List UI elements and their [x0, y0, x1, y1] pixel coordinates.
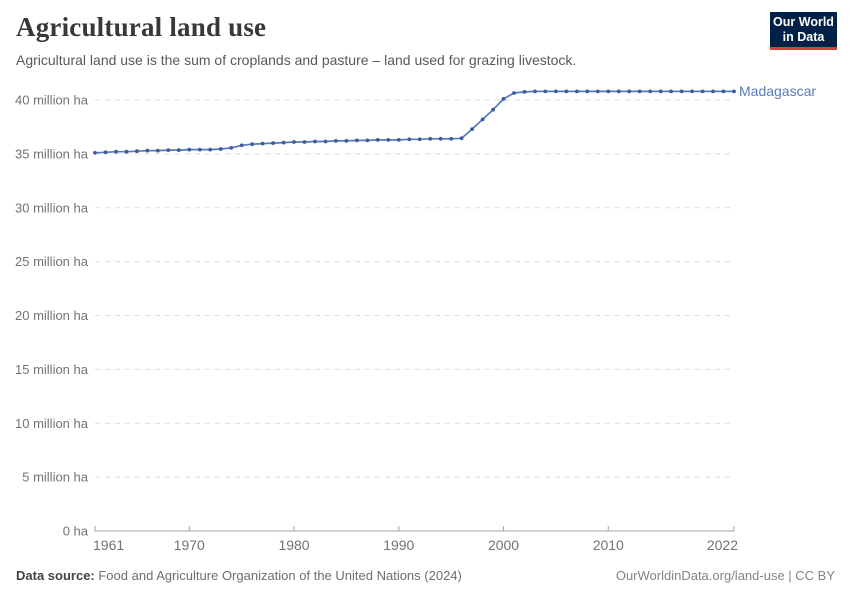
- data-point: [679, 89, 684, 94]
- data-point: [564, 89, 569, 94]
- data-point: [627, 89, 632, 94]
- data-point: [313, 139, 317, 144]
- y-tick-label: 10 million ha: [15, 416, 89, 431]
- data-point: [658, 89, 663, 94]
- data-point: [260, 141, 265, 146]
- y-tick-label: 40 million ha: [15, 93, 89, 108]
- data-point: [166, 148, 171, 153]
- x-tick-label: 1970: [174, 537, 205, 553]
- data-point: [208, 147, 213, 152]
- data-point: [344, 139, 349, 143]
- page-subtitle: Agricultural land use is the sum of crop…: [16, 52, 577, 68]
- data-point: [449, 136, 454, 141]
- data-point: [93, 150, 97, 155]
- data-source-label: Data source:: [16, 568, 95, 583]
- data-point: [554, 89, 558, 94]
- owid-logo-line2: in Data: [782, 29, 825, 44]
- data-point: [637, 89, 642, 94]
- data-point: [355, 138, 359, 143]
- data-point: [103, 150, 108, 155]
- data-point: [732, 89, 736, 94]
- data-point: [176, 148, 181, 153]
- data-point: [302, 140, 307, 144]
- x-tick-label: 2000: [488, 537, 519, 553]
- data-point: [156, 148, 160, 153]
- data-source-note: Data source: Food and Agriculture Organi…: [16, 568, 462, 583]
- x-tick-label: 2022: [707, 537, 738, 553]
- data-point: [365, 138, 370, 143]
- data-point: [512, 91, 516, 95]
- data-point: [428, 136, 433, 141]
- chart-footer: Data source: Food and Agriculture Organi…: [16, 568, 835, 583]
- owid-logo-line1: Our World: [773, 14, 834, 29]
- y-tick-label: 35 million ha: [15, 146, 89, 161]
- data-point: [480, 117, 485, 122]
- data-point: [218, 147, 223, 151]
- data-point: [438, 136, 443, 141]
- data-point: [135, 149, 139, 154]
- data-point: [616, 89, 621, 94]
- data-source-text: Food and Agriculture Organization of the…: [94, 568, 462, 583]
- data-point: [281, 140, 286, 145]
- data-point: [375, 138, 380, 142]
- x-tick-label: 1980: [278, 537, 309, 553]
- data-point: [501, 97, 506, 101]
- data-point: [386, 138, 391, 142]
- data-point: [187, 147, 192, 152]
- y-tick-label: 0 ha: [63, 524, 89, 539]
- data-point: [533, 89, 537, 94]
- data-point: [595, 89, 600, 94]
- data-point: [690, 89, 694, 94]
- data-point: [543, 89, 548, 94]
- data-point: [711, 89, 715, 94]
- y-tick-label: 30 million ha: [15, 200, 89, 215]
- data-point: [239, 143, 244, 148]
- owid-license-link[interactable]: OurWorldinData.org/land-use | CC BY: [615, 568, 835, 583]
- data-point: [721, 89, 726, 94]
- data-points: [93, 89, 736, 155]
- data-point: [585, 89, 590, 94]
- data-point: [522, 90, 527, 94]
- x-tick-label: 1961: [93, 537, 124, 553]
- data-point: [407, 137, 412, 142]
- data-point: [700, 89, 705, 94]
- data-point: [606, 89, 611, 94]
- y-tick-label: 15 million ha: [15, 362, 89, 377]
- x-tick-label: 1990: [383, 537, 414, 553]
- data-point: [669, 89, 673, 94]
- data-point: [114, 149, 118, 154]
- data-point: [145, 148, 150, 153]
- data-point: [323, 139, 328, 144]
- data-point: [197, 147, 202, 152]
- data-point: [396, 138, 401, 142]
- page-title: Agricultural land use: [16, 12, 267, 42]
- data-point: [292, 140, 296, 144]
- x-tick-label: 2010: [593, 537, 624, 553]
- data-point: [124, 149, 129, 154]
- data-point: [271, 141, 275, 146]
- y-tick-label: 20 million ha: [15, 308, 89, 323]
- data-point: [334, 139, 338, 143]
- y-tick-label: 25 million ha: [15, 254, 89, 269]
- madagascar-line[interactable]: [94, 90, 734, 154]
- data-point: [417, 137, 422, 142]
- data-point: [470, 127, 474, 131]
- data-point: [250, 142, 255, 147]
- data-point: [491, 107, 495, 112]
- data-point: [575, 89, 579, 94]
- data-point: [229, 146, 234, 150]
- series-label-madagascar[interactable]: Madagascar: [739, 83, 816, 99]
- owid-logo[interactable]: Our World in Data: [770, 12, 837, 50]
- y-tick-label: 5 million ha: [22, 470, 89, 485]
- data-point: [459, 136, 464, 141]
- data-point: [648, 89, 653, 94]
